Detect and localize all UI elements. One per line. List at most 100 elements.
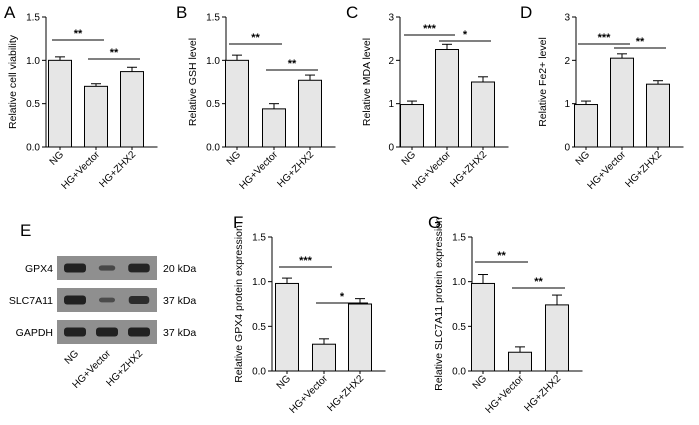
kda-label: 37 kDa (163, 295, 196, 307)
bar (348, 303, 372, 372)
significance-label: ** (497, 250, 506, 262)
y-tick-label: 1 (564, 99, 570, 110)
category-label: NG (48, 149, 67, 168)
category-label: HG+ZHX2 (449, 149, 490, 190)
chart-panel-d: 0 1 2 3 Relative Fe2+ level NGHG+VectorHG+ZHX… (537, 13, 684, 192)
lane-label: NG (63, 348, 82, 367)
significance-label: *** (423, 23, 437, 35)
chart-panel-g: 0.0 0.5 1.0 1.5 Relative SLC7A11 protein exp… (433, 217, 583, 416)
bar (225, 59, 249, 148)
significance-label: * (340, 291, 345, 303)
y-axis-label: Relative cell viability (7, 34, 19, 129)
bar (508, 351, 532, 372)
bar (545, 304, 569, 372)
y-axis-label: Relative GPX4 protein expression (233, 225, 245, 383)
category-label: NG (471, 373, 490, 392)
y-tick-label: 0.5 (206, 99, 220, 110)
blot-band (128, 296, 150, 304)
category-label: HG+ZHX2 (276, 149, 317, 190)
significance-label: ** (110, 47, 119, 59)
bar (262, 108, 286, 148)
y-tick-label: 0.0 (206, 143, 220, 154)
category-label: HG+Vector (484, 373, 527, 416)
significance-label: * (463, 29, 468, 41)
panel-label-c: C (346, 3, 358, 22)
y-tick-label: 1.0 (252, 277, 266, 288)
panel-label-b: B (176, 3, 187, 22)
y-tick-label: 1.0 (452, 277, 466, 288)
category-label: HG+Vector (60, 149, 103, 192)
panel-label-a: A (4, 3, 16, 22)
bar (610, 57, 634, 148)
significance-label: ** (288, 58, 297, 70)
category-label: NG (225, 149, 244, 168)
blot-band (64, 295, 86, 305)
y-tick-label: 1.0 (206, 56, 220, 67)
category-label: NG (400, 149, 419, 168)
y-tick-label: 1.5 (206, 13, 220, 24)
panel-label-g: G (428, 213, 441, 232)
y-tick-label: 1.5 (252, 233, 266, 244)
protein-label: GAPDH (16, 327, 53, 339)
category-label: HG+Vector (586, 149, 629, 192)
y-axis-label: Relative GSH level (187, 38, 199, 126)
bar (120, 71, 144, 148)
category-label: HG+Vector (288, 373, 331, 416)
panel-label-f: F (233, 213, 243, 232)
category-label: HG+ZHX2 (326, 373, 367, 414)
chart-panel-f: 0.0 0.5 1.0 1.5 Relative GPX4 protein expres… (233, 225, 386, 416)
panel-label-e: E (20, 221, 31, 240)
blot-band (98, 265, 116, 271)
y-axis-label: Relative SLC7A11 protein expression (433, 217, 445, 391)
significance-label: ** (74, 28, 83, 40)
y-tick-label: 0.5 (452, 322, 466, 333)
blot-band (96, 327, 118, 337)
bar (48, 59, 72, 148)
bar (646, 83, 670, 148)
panel-label-d: D (520, 3, 532, 22)
chart-panel-b: 0.0 0.5 1.0 1.5 Relative GSH level NGHG+Vecto… (187, 13, 336, 192)
significance-label: ** (636, 36, 645, 48)
significance-label: *** (598, 32, 612, 44)
bar (400, 104, 424, 148)
blot-band (64, 263, 86, 273)
y-tick-label: 0.5 (26, 99, 40, 110)
bar (275, 282, 299, 372)
y-axis-label: Relative MDA level (361, 38, 373, 126)
category-label: NG (275, 373, 294, 392)
protein-label: GPX4 (25, 263, 53, 275)
y-tick-label: 0.0 (252, 367, 266, 378)
y-tick-label: 0.0 (26, 143, 40, 154)
kda-label: 20 kDa (163, 263, 196, 275)
y-tick-label: 1.5 (452, 233, 466, 244)
significance-label: ** (251, 32, 260, 44)
category-label: HG+ZHX2 (624, 149, 665, 190)
y-tick-label: 1 (388, 99, 394, 110)
y-tick-label: 3 (564, 13, 570, 24)
bar (471, 81, 495, 148)
category-label: HG+Vector (238, 149, 281, 192)
blot-band (128, 327, 150, 337)
y-tick-label: 0 (388, 143, 394, 154)
significance-label: ** (534, 276, 543, 288)
bar (435, 49, 459, 148)
category-label: NG (574, 149, 593, 168)
bar (471, 282, 495, 372)
y-tick-label: 3 (388, 13, 394, 24)
protein-label: SLC7A11 (9, 295, 53, 307)
blot-band (64, 327, 86, 337)
chart-panel-c: 0 1 2 3 Relative MDA level NGHG+VectorHG+ZHX2… (361, 13, 509, 192)
category-label: HG+ZHX2 (523, 373, 564, 414)
blot-band (128, 263, 150, 273)
y-tick-label: 0.0 (452, 367, 466, 378)
y-tick-label: 1.5 (26, 13, 40, 24)
bar (312, 343, 336, 372)
bar (298, 79, 322, 148)
y-axis-label: Relative Fe2+ level (537, 37, 549, 127)
y-tick-label: 2 (564, 56, 570, 67)
kda-label: 37 kDa (163, 327, 196, 339)
blot-band (98, 297, 116, 303)
